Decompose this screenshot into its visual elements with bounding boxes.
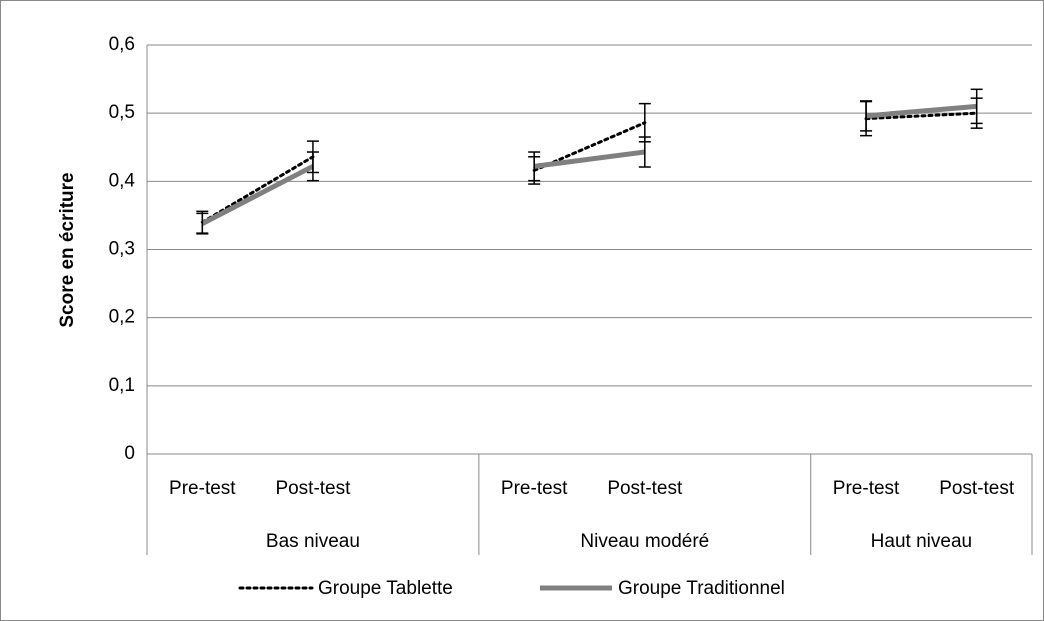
group-label: Niveau modéré <box>580 531 709 552</box>
y-tick-label: 0,4 <box>109 170 136 191</box>
legend-label: Groupe Traditionnel <box>618 578 785 599</box>
series-line <box>864 111 979 121</box>
error-bar <box>528 151 541 182</box>
error-bar <box>306 151 319 182</box>
series-line <box>865 103 977 119</box>
series-line <box>201 164 315 226</box>
y-tick-label: 0,3 <box>109 239 135 260</box>
y-tick-label: 0 <box>124 443 135 464</box>
y-axis-label: Score en écriture <box>57 172 78 327</box>
group-label: Haut niveau <box>871 531 972 552</box>
error-bar <box>970 88 983 125</box>
x-tick-label: Pre-test <box>169 478 236 499</box>
y-tick-label: 0,1 <box>109 375 135 396</box>
error-bar <box>860 100 873 132</box>
group-label: Bas niveau <box>266 531 360 552</box>
x-tick-label: Post-test <box>607 478 683 499</box>
series-line <box>533 149 646 169</box>
y-tick-label: 0,2 <box>109 307 135 328</box>
error-bar <box>196 212 209 235</box>
legend-label: Groupe Tablette <box>318 578 453 599</box>
error-bar <box>638 136 651 168</box>
x-tick-label: Post-test <box>939 478 1015 499</box>
x-tick-label: Pre-test <box>833 478 900 499</box>
x-tick-label: Post-test <box>275 478 351 499</box>
x-tick-label: Pre-test <box>501 478 568 499</box>
y-tick-label: 0,5 <box>109 102 135 123</box>
y-tick-label: 0,6 <box>109 34 135 55</box>
